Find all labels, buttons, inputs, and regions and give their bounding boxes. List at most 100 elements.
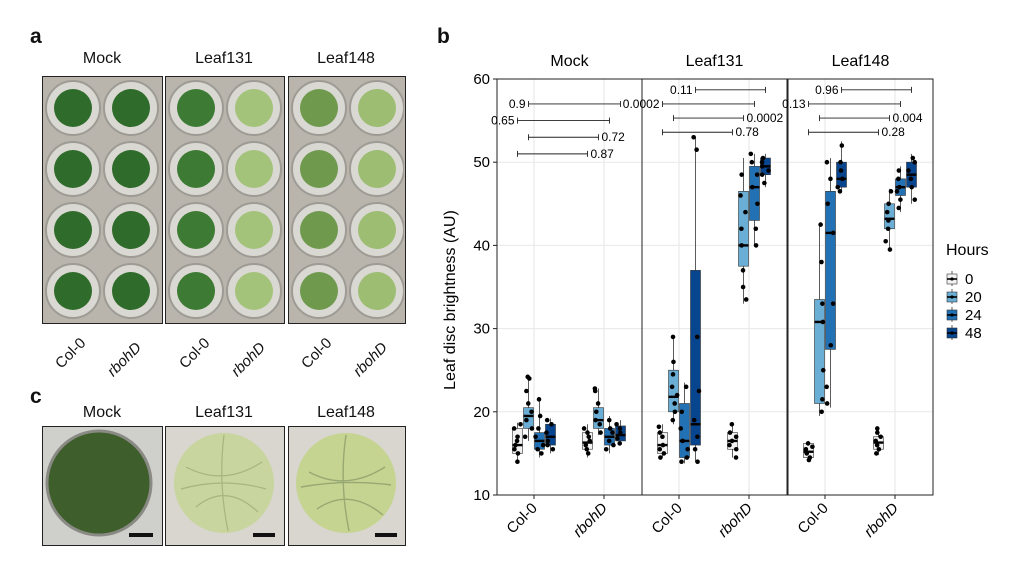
data-point <box>549 421 554 427</box>
data-point <box>824 401 830 406</box>
data-point <box>894 189 900 194</box>
data-point <box>611 442 616 448</box>
box-iqr <box>593 407 604 429</box>
leaf-photo-leaf131 <box>165 426 285 546</box>
data-point <box>672 401 677 406</box>
data-point <box>825 201 830 207</box>
data-point <box>670 334 676 340</box>
data-point <box>683 384 689 390</box>
box-mock-rbohd-20h <box>592 386 604 436</box>
data-point <box>820 319 826 325</box>
data-point <box>750 184 755 190</box>
p-value-label: 0.11 <box>670 83 693 97</box>
box-leaf131-col-0-24h <box>678 382 690 465</box>
data-point <box>896 168 902 173</box>
data-point <box>515 451 521 456</box>
data-point <box>514 438 520 444</box>
data-point <box>658 455 663 460</box>
p-value-label: 0.0002 <box>623 97 660 111</box>
plate-photo-leaf131 <box>165 76 285 324</box>
data-point <box>727 442 732 448</box>
data-point <box>544 430 549 435</box>
box-mock-col-0-48h <box>544 417 556 454</box>
data-point <box>614 421 619 427</box>
data-point <box>585 451 591 456</box>
data-point <box>759 172 765 177</box>
data-point <box>603 446 609 452</box>
y-axis-label: Leaf disc brightness (AU) <box>442 210 459 390</box>
data-point <box>617 426 623 431</box>
data-point <box>525 401 531 406</box>
box-mock-rbohd-0h <box>581 424 593 458</box>
p-value-label: 0.72 <box>602 130 626 144</box>
data-point <box>818 222 823 227</box>
leaf-disc <box>112 89 150 127</box>
data-point <box>740 284 746 290</box>
legend-item-20h: 20 <box>946 289 982 306</box>
panel-a-title-leaf131: Leaf131 <box>195 50 253 67</box>
data-point <box>593 417 598 423</box>
data-point <box>669 384 675 390</box>
data-point <box>873 438 879 444</box>
leaf-disc <box>358 89 396 127</box>
leaf-disc <box>177 272 215 310</box>
data-point <box>804 451 810 456</box>
panel-a-title-leaf148: Leaf148 <box>317 50 375 67</box>
data-point <box>585 430 590 435</box>
data-point <box>909 184 915 190</box>
data-point <box>692 446 698 452</box>
significance-bracket: 0.78 <box>662 125 759 139</box>
data-point <box>874 442 880 448</box>
data-point <box>607 426 613 431</box>
facet-title: Mock <box>550 53 589 70</box>
data-point <box>753 243 759 248</box>
data-point <box>684 455 690 460</box>
data-point <box>671 359 676 365</box>
data-point <box>762 180 767 186</box>
box-mock-rbohd-24h <box>603 415 616 454</box>
significance-bracket: 0.87 <box>517 147 615 161</box>
box-leaf148-rbohd-20h <box>883 188 895 252</box>
box-leaf131-rbohd-20h <box>738 158 749 304</box>
leaf-disc <box>177 211 215 249</box>
data-point <box>733 446 739 452</box>
data-point <box>533 434 538 440</box>
significance-bracket: 0.11 <box>670 83 766 97</box>
data-point <box>695 459 700 465</box>
facet-frame <box>787 78 934 496</box>
data-point <box>837 189 843 194</box>
leaf-disc <box>300 211 338 249</box>
scale-bar <box>129 533 153 537</box>
data-point <box>824 159 830 165</box>
data-point <box>739 226 744 232</box>
data-point <box>729 438 735 444</box>
data-point <box>670 417 676 423</box>
data-point <box>754 172 760 177</box>
y-tick-label: 20 <box>473 404 490 421</box>
data-point <box>694 334 700 340</box>
box-iqr <box>690 270 701 446</box>
leaf-disc-leaf131 <box>174 433 275 537</box>
data-point <box>753 226 759 232</box>
box-leaf131-col-0-0h <box>656 424 668 460</box>
data-point <box>828 176 833 182</box>
data-point <box>691 134 696 140</box>
box-iqr <box>836 161 847 188</box>
data-point <box>910 155 916 161</box>
data-point <box>740 268 746 273</box>
panel-a-title-mock: Mock <box>82 50 122 67</box>
leaf-disc <box>112 211 150 249</box>
p-value-label: 0.87 <box>591 147 615 161</box>
box-iqr <box>523 407 534 429</box>
data-point <box>729 421 735 427</box>
plate-photo-leaf148 <box>288 76 406 324</box>
data-point <box>805 441 811 446</box>
leaf-disc <box>112 150 150 188</box>
data-point <box>674 392 680 398</box>
data-point <box>733 434 739 440</box>
y-tick-label: 30 <box>473 321 490 338</box>
data-point <box>545 438 551 444</box>
legend-label: 0 <box>965 271 973 288</box>
leaf-disc-mock <box>45 429 153 537</box>
x-tick-label: Col-0 <box>648 500 685 537</box>
